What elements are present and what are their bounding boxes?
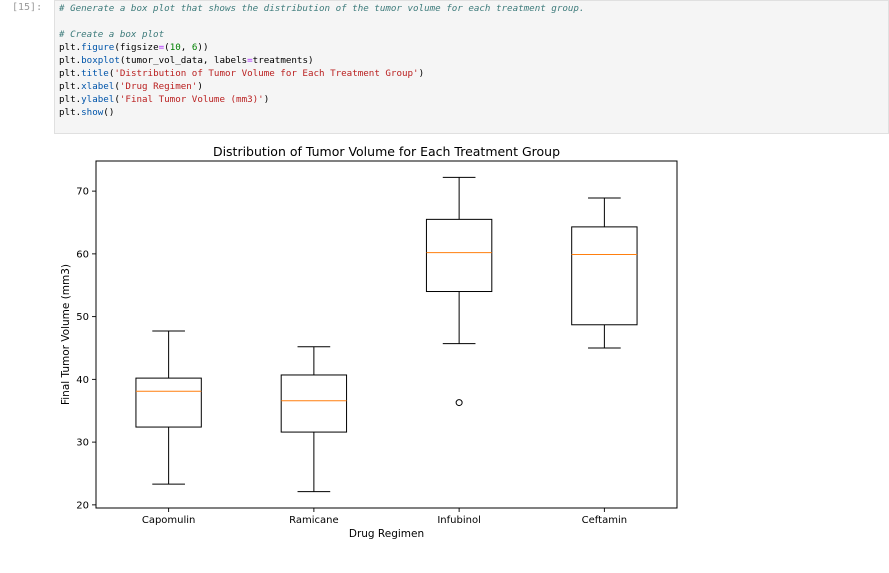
code-token: plt. [59, 68, 82, 79]
code-line: plt.show() [59, 106, 888, 119]
y-tick-label: 70 [76, 187, 89, 198]
code-cell-editor[interactable]: # Generate a box plot that shows the dis… [54, 0, 889, 134]
code-token: show [81, 107, 104, 118]
y-tick-label: 20 [76, 500, 89, 511]
axes-frame [95, 160, 678, 509]
code-line: plt.xlabel('Drug Regimen') [59, 80, 888, 93]
box-iqr [135, 377, 202, 428]
code-token: 10 [169, 42, 181, 53]
x-tick-label: Ramicane [289, 515, 339, 526]
code-token: (tumor_vol_data, labels [119, 55, 248, 66]
box-iqr [571, 226, 638, 326]
code-token: )) [197, 42, 209, 53]
code-token: xlabel [81, 81, 115, 92]
code-token: (figsize [114, 42, 159, 53]
code-line [59, 15, 888, 28]
code-token: 'Distribution of Tumor Volume for Each T… [114, 68, 419, 79]
code-token: plt. [59, 42, 82, 53]
code-token: 6 [191, 42, 198, 53]
code-line: # Generate a box plot that shows the dis… [59, 2, 888, 15]
x-axis-label: Drug Regimen [349, 528, 424, 540]
code-token: = [247, 55, 253, 66]
code-line: plt.ylabel('Final Tumor Volume (mm3)') [59, 93, 888, 106]
code-token: # Create a box plot [59, 29, 165, 40]
code-token: boxplot [81, 55, 120, 66]
code-token: = [158, 42, 165, 53]
code-line: plt.boxplot(tumor_vol_data, labels=treat… [59, 54, 888, 67]
box-iqr [280, 374, 348, 433]
code-token: ylabel [81, 94, 115, 105]
code-token: title [81, 68, 109, 79]
code-token: 'Final Tumor Volume (mm3)' [119, 94, 264, 105]
y-tick-label: 40 [76, 375, 89, 386]
cell-output: Distribution of Tumor Volume for Each Tr… [54, 140, 889, 569]
code-token: plt. [59, 94, 82, 105]
y-tick-label: 30 [76, 438, 89, 449]
code-token: 'Drug Regimen' [119, 81, 198, 92]
code-token: # Generate a box plot that shows the dis… [59, 3, 585, 14]
code-line: # Create a box plot [59, 28, 888, 41]
code-token: ( [114, 81, 120, 92]
code-token: , [180, 42, 192, 53]
code-token: () [103, 107, 115, 118]
code-token: plt. [59, 81, 82, 92]
code-token: ) [197, 81, 203, 92]
code-token: plt. [59, 55, 82, 66]
code-line: plt.figure(figsize=(10, 6)) [59, 41, 888, 54]
cell-prompt: [15]: [12, 2, 43, 13]
chart-title: Distribution of Tumor Volume for Each Tr… [213, 144, 560, 159]
outlier-point [455, 399, 463, 407]
code-token: ) [418, 68, 425, 79]
x-tick-label: Capomulin [142, 515, 196, 526]
y-axis-label: Final Tumor Volume (mm3) [60, 264, 72, 405]
code-token: plt. [59, 107, 82, 118]
y-tick-label: 50 [76, 312, 89, 323]
code-token: ( [164, 42, 170, 53]
y-tick-label: 60 [76, 249, 89, 260]
code-token: ( [114, 94, 120, 105]
box-plot-chart: Distribution of Tumor Volume for Each Tr… [60, 144, 678, 540]
code-token: ) [263, 94, 270, 105]
x-tick-label: Infubinol [437, 515, 481, 526]
code-line: plt.title('Distribution of Tumor Volume … [59, 67, 888, 80]
code-token: ( [108, 68, 115, 79]
x-tick-label: Ceftamin [582, 515, 627, 526]
code-token: figure [81, 42, 115, 53]
code-token: treatments) [252, 55, 314, 66]
box-iqr [425, 218, 493, 293]
